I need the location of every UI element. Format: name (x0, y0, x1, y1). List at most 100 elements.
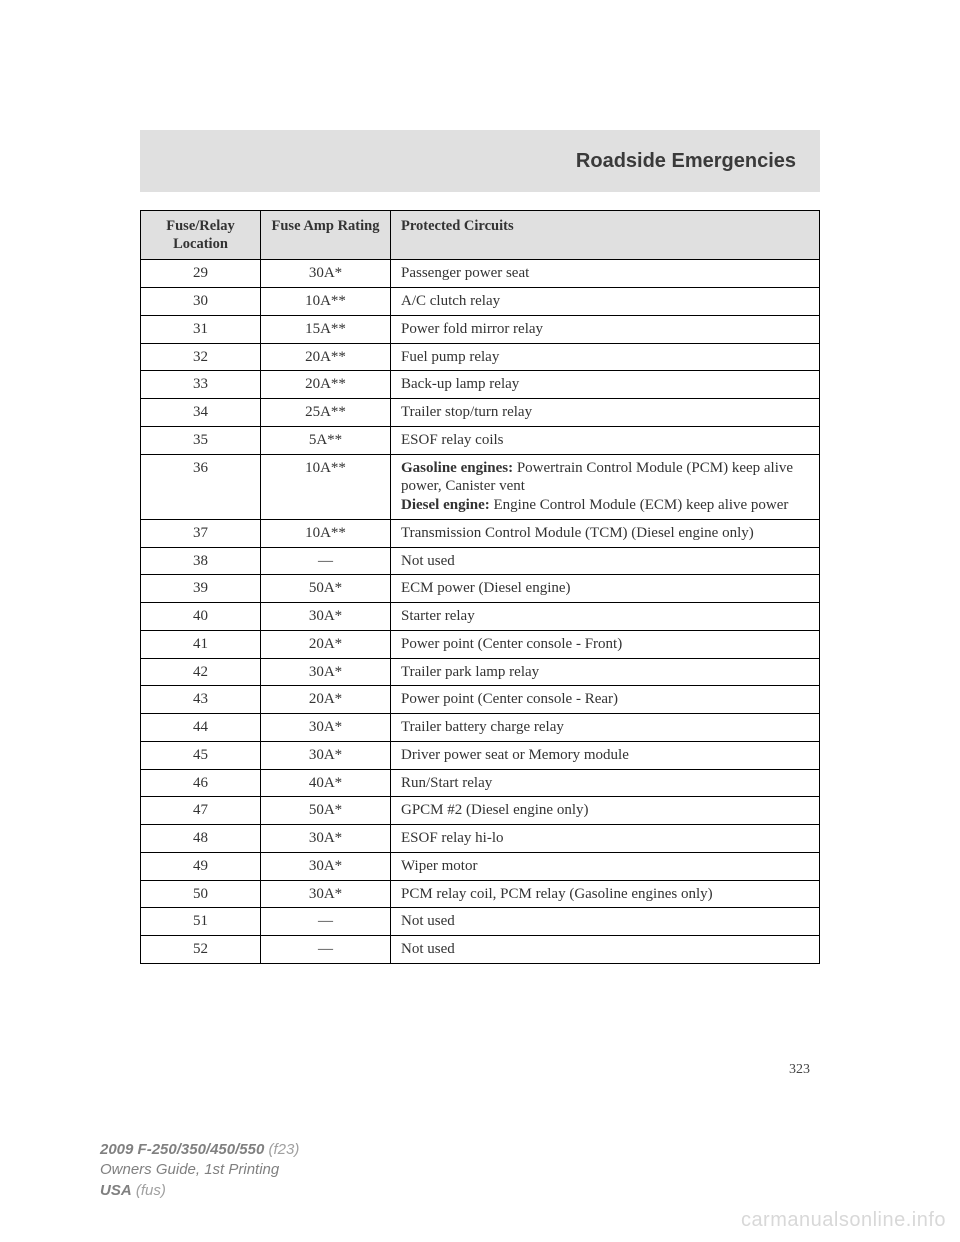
cell-amp: 30A* (261, 603, 391, 631)
table-row: 52—Not used (141, 936, 820, 964)
footer-region-code: (fus) (136, 1182, 166, 1199)
table-row: 3220A**Fuel pump relay (141, 343, 820, 371)
cell-amp: 50A* (261, 575, 391, 603)
footer-code: (f23) (268, 1141, 299, 1158)
cell-amp: 30A* (261, 880, 391, 908)
table-row: 4750A*GPCM #2 (Diesel engine only) (141, 797, 820, 825)
cell-location: 34 (141, 399, 261, 427)
cell-location: 36 (141, 454, 261, 519)
cell-circuit: GPCM #2 (Diesel engine only) (391, 797, 820, 825)
table-row: 38—Not used (141, 547, 820, 575)
table-row: 355A**ESOF relay coils (141, 426, 820, 454)
cell-amp: 20A** (261, 371, 391, 399)
cell-circuit: Power fold mirror relay (391, 315, 820, 343)
table-header-row: Fuse/Relay Location Fuse Amp Rating Prot… (141, 211, 820, 260)
cell-amp: 30A* (261, 825, 391, 853)
cell-location: 50 (141, 880, 261, 908)
table-row: 4430A*Trailer battery charge relay (141, 714, 820, 742)
cell-amp: 15A** (261, 315, 391, 343)
cell-amp: 5A** (261, 426, 391, 454)
footer-model: 2009 F-250/350/450/550 (100, 1141, 264, 1158)
cell-amp: 30A* (261, 260, 391, 288)
cell-location: 42 (141, 658, 261, 686)
cell-location: 30 (141, 288, 261, 316)
cell-circuit: Trailer park lamp relay (391, 658, 820, 686)
cell-circuit: Not used (391, 547, 820, 575)
cell-amp: 25A** (261, 399, 391, 427)
footer-region: USA (100, 1182, 132, 1199)
cell-location: 45 (141, 741, 261, 769)
table-row: 3425A**Trailer stop/turn relay (141, 399, 820, 427)
watermark-text: carmanualsonline.info (741, 1209, 946, 1232)
fuse-table: Fuse/Relay Location Fuse Amp Rating Prot… (140, 210, 820, 964)
cell-circuit: Power point (Center console - Rear) (391, 686, 820, 714)
table-row: 2930A*Passenger power seat (141, 260, 820, 288)
table-row: 3610A**Gasoline engines: Powertrain Cont… (141, 454, 820, 519)
cell-location: 35 (141, 426, 261, 454)
cell-circuit: Transmission Control Module (TCM) (Diese… (391, 519, 820, 547)
cell-amp: 20A** (261, 343, 391, 371)
cell-circuit: ECM power (Diesel engine) (391, 575, 820, 603)
cell-location: 40 (141, 603, 261, 631)
cell-circuit: ESOF relay coils (391, 426, 820, 454)
table-row: 4530A*Driver power seat or Memory module (141, 741, 820, 769)
cell-amp: 10A** (261, 454, 391, 519)
cell-amp: 10A** (261, 288, 391, 316)
cell-location: 33 (141, 371, 261, 399)
cell-amp: — (261, 936, 391, 964)
table-row: 4120A*Power point (Center console - Fron… (141, 630, 820, 658)
table-row: 4320A*Power point (Center console - Rear… (141, 686, 820, 714)
table-row: 5030A*PCM relay coil, PCM relay (Gasolin… (141, 880, 820, 908)
table-row: 3950A*ECM power (Diesel engine) (141, 575, 820, 603)
table-row: 4640A*Run/Start relay (141, 769, 820, 797)
cell-amp: — (261, 547, 391, 575)
cell-amp: 40A* (261, 769, 391, 797)
cell-location: 37 (141, 519, 261, 547)
table-row: 3010A**A/C clutch relay (141, 288, 820, 316)
cell-circuit: ESOF relay hi-lo (391, 825, 820, 853)
table-row: 3115A**Power fold mirror relay (141, 315, 820, 343)
cell-location: 51 (141, 908, 261, 936)
cell-location: 52 (141, 936, 261, 964)
cell-circuit: PCM relay coil, PCM relay (Gasoline engi… (391, 880, 820, 908)
table-row: 4830A*ESOF relay hi-lo (141, 825, 820, 853)
table-row: 4930A*Wiper motor (141, 852, 820, 880)
cell-circuit: Wiper motor (391, 852, 820, 880)
cell-amp: 30A* (261, 714, 391, 742)
cell-location: 49 (141, 852, 261, 880)
cell-circuit: Not used (391, 936, 820, 964)
footer-guide-line: Owners Guide, 1st Printing (100, 1160, 299, 1180)
cell-location: 39 (141, 575, 261, 603)
cell-circuit: Power point (Center console - Front) (391, 630, 820, 658)
cell-location: 47 (141, 797, 261, 825)
section-header-band: Roadside Emergencies (140, 130, 820, 192)
cell-amp: 30A* (261, 658, 391, 686)
cell-amp: 20A* (261, 630, 391, 658)
cell-amp: — (261, 908, 391, 936)
cell-location: 43 (141, 686, 261, 714)
cell-location: 48 (141, 825, 261, 853)
cell-circuit: Gasoline engines: Powertrain Control Mod… (391, 454, 820, 519)
footer-block: 2009 F-250/350/450/550 (f23) Owners Guid… (100, 1140, 299, 1201)
cell-location: 29 (141, 260, 261, 288)
cell-location: 41 (141, 630, 261, 658)
cell-amp: 10A** (261, 519, 391, 547)
table-row: 51—Not used (141, 908, 820, 936)
cell-circuit: Driver power seat or Memory module (391, 741, 820, 769)
cell-location: 46 (141, 769, 261, 797)
cell-amp: 20A* (261, 686, 391, 714)
header-amp: Fuse Amp Rating (261, 211, 391, 260)
cell-circuit: Back-up lamp relay (391, 371, 820, 399)
cell-amp: 30A* (261, 741, 391, 769)
cell-circuit: Not used (391, 908, 820, 936)
cell-circuit: Starter relay (391, 603, 820, 631)
cell-circuit: Trailer battery charge relay (391, 714, 820, 742)
page-number: 323 (789, 1062, 810, 1078)
cell-location: 38 (141, 547, 261, 575)
cell-circuit: Fuel pump relay (391, 343, 820, 371)
table-row: 3320A**Back-up lamp relay (141, 371, 820, 399)
section-title: Roadside Emergencies (576, 150, 796, 173)
cell-location: 31 (141, 315, 261, 343)
cell-circuit: Trailer stop/turn relay (391, 399, 820, 427)
cell-circuit: Passenger power seat (391, 260, 820, 288)
